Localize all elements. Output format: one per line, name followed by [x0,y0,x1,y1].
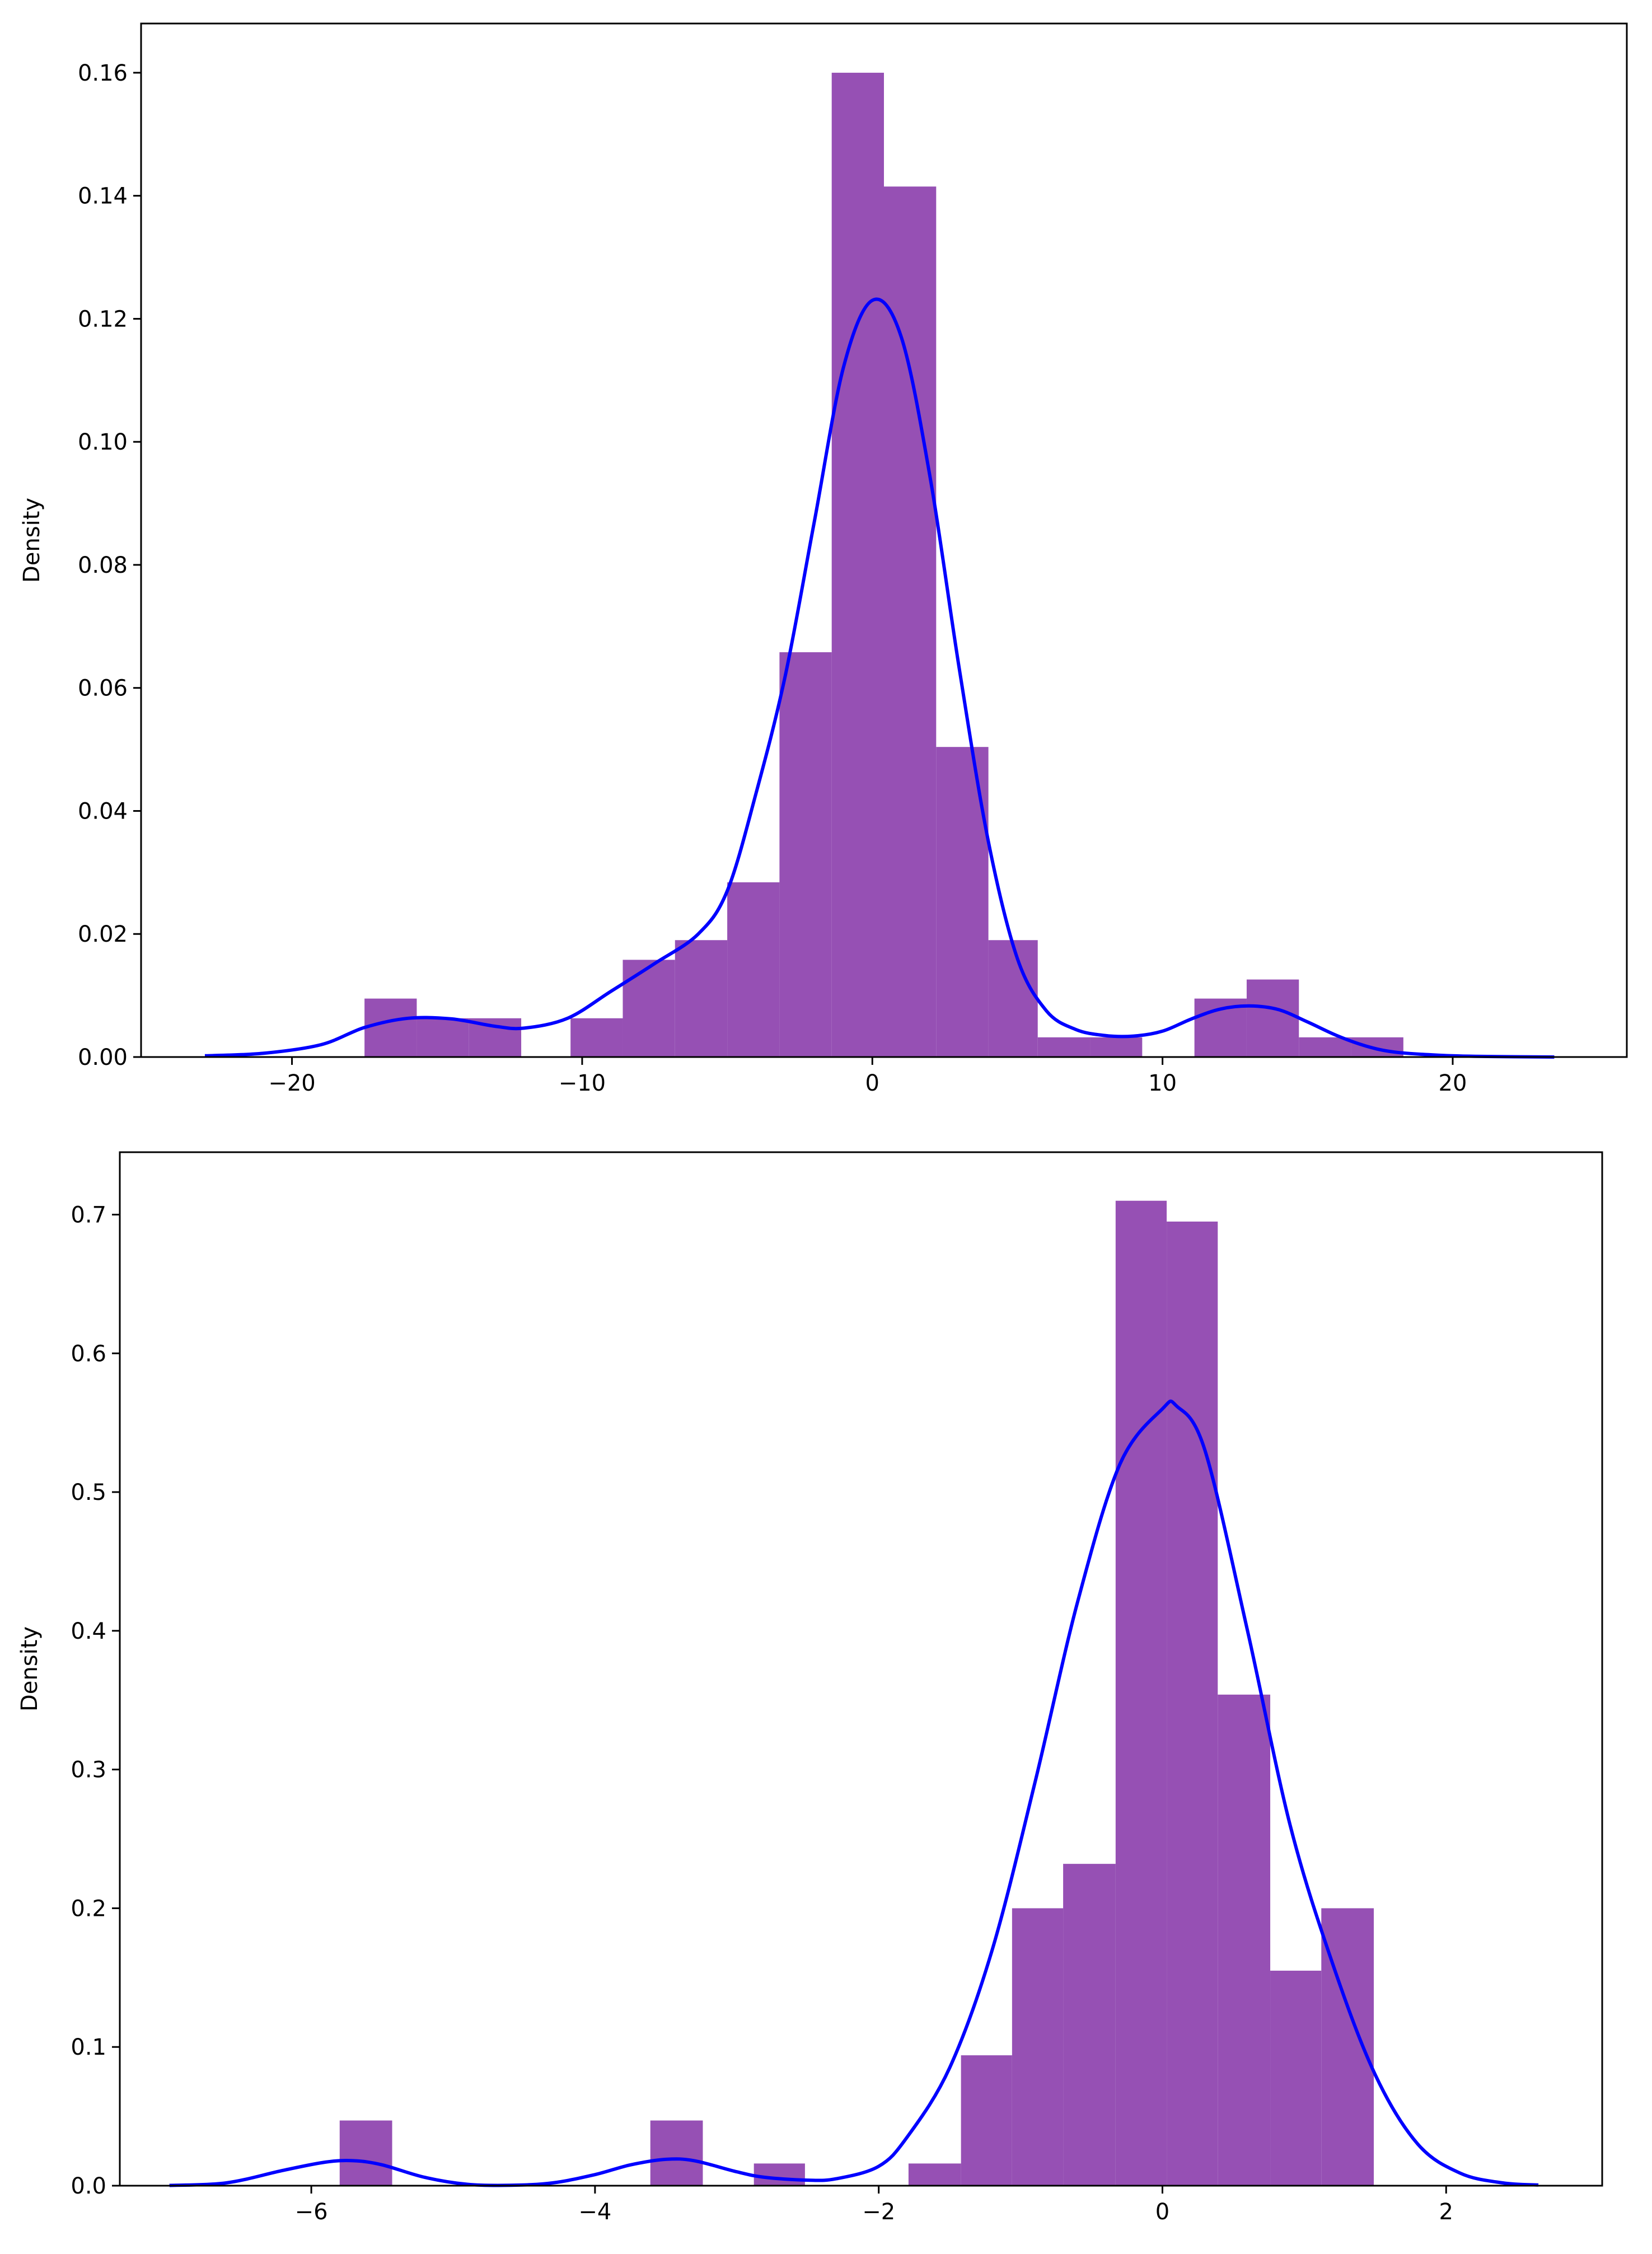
histogram-bar-top-9 [884,186,937,1057]
y-tick-label-bottom-7: 0.7 [71,1203,106,1228]
x-tick-label-top-2: 0 [865,1070,879,1096]
histogram-bar-bottom-7 [1115,1200,1167,2186]
y-tick-label-top-0: 0.00 [78,1045,128,1070]
y-tick-label-top-4: 0.08 [78,553,128,578]
y-axis-bottom: 0.0 0.1 0.2 0.3 0.4 0.5 0.6 0.7 [71,1203,120,2199]
kde-curve-top [204,297,1555,1059]
x-tick-label-bottom-4: 2 [1439,2199,1453,2225]
y-axis-top: 0.00 0.02 0.04 0.06 0.08 0.10 0.12 0.14 0.16 [78,60,141,1070]
histogram-bar-bottom-3 [908,2163,961,2186]
histogram-bar-top-11 [988,940,1038,1057]
histogram-bar-top-4 [623,960,675,1057]
histogram-bar-bottom-2 [754,2163,805,2186]
histogram-bar-top-8 [831,72,884,1057]
x-tick-label-bottom-1: −4 [578,2199,611,2225]
x-axis-top: −20 −10 0 10 20 [268,1057,1467,1096]
chart-top: 0.00 0.02 0.04 0.06 0.08 0.10 0.12 0.14 0.16 −20… [19,22,1628,1096]
histogram-bar-bottom-1 [650,2120,703,2186]
plot-frame-bottom [119,1151,1603,2187]
histogram-bar-bottom-6 [1063,1864,1116,2186]
y-axis-label-top: Density [19,498,45,583]
histogram-bar-bottom-4 [961,2055,1012,2186]
y-axis-label-bottom: Density [17,1626,43,1711]
histogram-bar-bottom-9 [1218,1694,1271,2186]
kde-curve-bottom [169,1399,1539,2187]
histogram-bar-top-17 [1351,1037,1403,1057]
x-tick-label-top-3: 10 [1148,1070,1177,1096]
x-tick-label-top-0: −20 [268,1070,315,1096]
histogram-bar-top-16 [1299,1037,1351,1057]
plot-frame-top [140,22,1628,1058]
histogram-bar-bottom-0 [339,2120,392,2186]
y-tick-label-bottom-5: 0.5 [71,1480,106,1505]
histogram-bars-top [364,72,1403,1057]
y-tick-label-top-8: 0.16 [78,60,128,86]
y-tick-label-top-5: 0.10 [78,429,128,455]
histogram-bar-top-0 [364,998,417,1057]
histogram-bar-top-6 [727,882,780,1057]
y-tick-label-bottom-4: 0.4 [71,1619,106,1644]
histogram-bar-top-7 [779,652,832,1057]
y-tick-label-bottom-2: 0.2 [71,1896,106,1921]
histogram-bar-top-13 [1090,1037,1143,1057]
y-tick-label-top-7: 0.14 [78,184,128,209]
y-tick-label-top-6: 0.12 [78,306,128,332]
x-tick-label-bottom-0: −6 [295,2199,328,2225]
histogram-bar-top-3 [570,1018,623,1057]
x-axis-bottom: −6 −4 −2 0 2 [295,2186,1453,2225]
x-tick-label-bottom-3: 0 [1155,2199,1169,2225]
x-tick-label-bottom-2: −2 [862,2199,895,2225]
chart-bottom: 0.0 0.1 0.2 0.3 0.4 0.5 0.6 0.7 −6 −4 −2 0 2 Densit… [17,1151,1603,2225]
histogram-bar-bottom-5 [1012,1908,1064,2186]
histogram-bar-top-5 [675,940,728,1057]
y-tick-label-top-2: 0.04 [78,798,128,824]
histogram-bar-top-1 [416,1018,469,1057]
y-tick-label-top-3: 0.06 [78,676,128,702]
histogram-bar-bottom-8 [1167,1221,1218,2186]
histogram-bar-top-12 [1037,1037,1091,1057]
y-tick-label-bottom-6: 0.6 [71,1341,106,1367]
y-tick-label-bottom-3: 0.3 [71,1757,106,1783]
y-tick-label-bottom-1: 0.1 [71,2035,106,2060]
x-tick-label-top-1: −10 [559,1070,606,1096]
histogram-bar-bottom-10 [1270,1970,1322,2186]
histogram-bar-top-15 [1246,979,1299,1057]
y-tick-label-top-1: 0.02 [78,922,128,947]
x-tick-label-top-4: 20 [1439,1070,1467,1096]
y-tick-label-bottom-0: 0.0 [71,2173,106,2199]
